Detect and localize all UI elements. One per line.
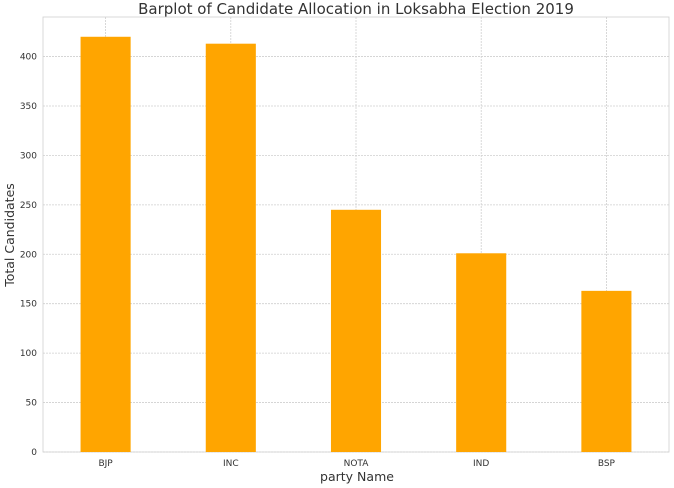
y-tick-label: 400	[20, 53, 37, 63]
y-tick-label: 300	[20, 151, 37, 161]
y-tick-label: 250	[20, 201, 37, 211]
y-tick-label: 50	[26, 399, 38, 409]
y-tick-label: 150	[20, 300, 37, 310]
bars	[80, 36, 632, 453]
x-tick-label: IND	[473, 459, 489, 469]
bar-nota	[330, 209, 382, 452]
x-tick-label: BSP	[598, 459, 616, 469]
bar-bsp	[581, 290, 632, 452]
y-tick-labels: 0 50 100 150 200 250 300 350 400	[20, 53, 37, 458]
x-axis-label: party Name	[320, 469, 394, 484]
y-tick-label: 350	[20, 102, 37, 112]
y-tick-label: 200	[20, 250, 37, 260]
x-tick-labels: BJP INC NOTA IND BSP	[98, 459, 615, 469]
x-tick-label: NOTA	[344, 459, 370, 469]
y-axis-label: Total Candidates	[2, 183, 17, 288]
bar-inc	[205, 43, 256, 453]
bar-bjp	[80, 36, 131, 452]
bar-ind	[456, 253, 507, 452]
chart-title: Barplot of Candidate Allocation in Loksa…	[138, 0, 574, 18]
x-tick-label: INC	[223, 459, 239, 469]
y-tick-label: 0	[31, 448, 37, 458]
y-tick-label: 100	[20, 349, 37, 359]
x-tick-label: BJP	[98, 459, 113, 469]
